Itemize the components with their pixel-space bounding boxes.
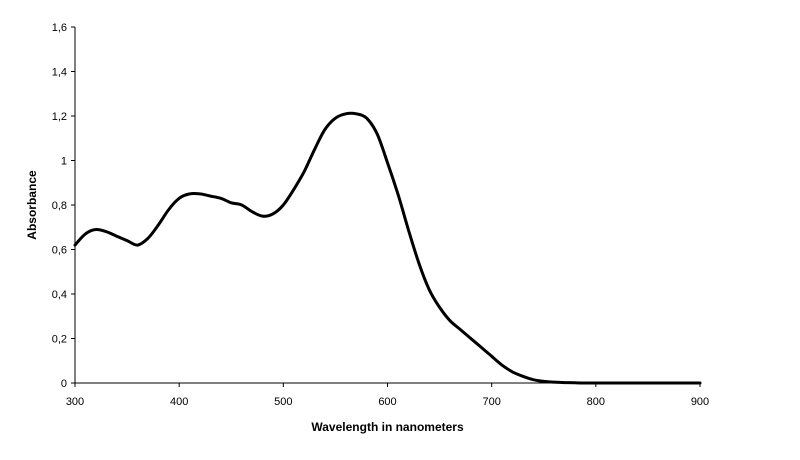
absorbance-series-line — [73, 111, 702, 385]
y-tick-label: 0,8 — [52, 200, 67, 212]
y-tick-label: 0,6 — [52, 245, 67, 257]
y-tick-label: 1,4 — [52, 67, 67, 79]
x-tick-label: 700 — [482, 396, 500, 408]
y-tick-label: 1 — [61, 156, 67, 168]
x-tick-label: 800 — [587, 396, 605, 408]
x-tick-label: 600 — [378, 396, 396, 408]
y-tick-label: 0 — [61, 378, 67, 390]
ticks: 0 0,2 0,4 0,6 0,8 1 1,2 1,4 1,6 300 400 500 600 700 80… — [52, 22, 709, 408]
x-tick-label: 400 — [170, 396, 188, 408]
x-tick-label: 900 — [691, 396, 709, 408]
x-tick-label: 500 — [274, 396, 292, 408]
plot-area — [73, 111, 702, 385]
y-tick-label: 1,2 — [52, 111, 67, 123]
x-axis-title: Wavelength in nanometers — [311, 420, 464, 434]
y-tick-label: 0,2 — [52, 334, 67, 346]
y-tick-label: 1,6 — [52, 22, 67, 34]
y-tick-label: 0,4 — [52, 289, 67, 301]
axes — [74, 27, 700, 384]
x-tick-label: 300 — [66, 396, 84, 408]
y-axis-title: Absorbance — [25, 170, 39, 240]
